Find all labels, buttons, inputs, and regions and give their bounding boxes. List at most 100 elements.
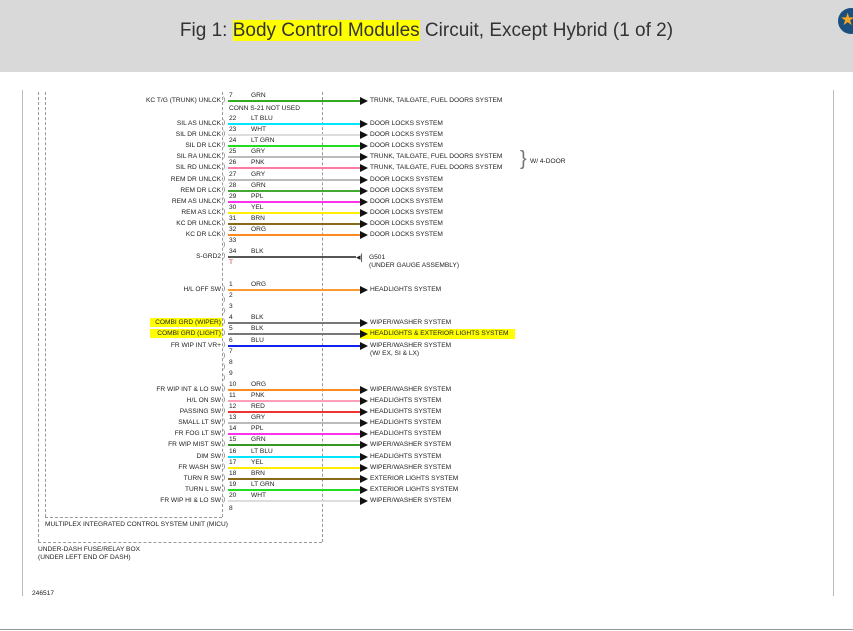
pin-number: 19 <box>229 480 237 488</box>
system-label: HEADLIGHTS SYSTEM <box>370 408 442 416</box>
signal-label: COMBI GRD (LIGHT) <box>157 330 221 338</box>
wire-13 <box>228 422 360 425</box>
connector-bracket: ) <box>223 307 226 315</box>
system-label: HEADLIGHTS SYSTEM <box>370 286 442 293</box>
signal-highlight <box>150 318 222 328</box>
wire-22 <box>228 123 360 125</box>
wire-color-label: LT BLU <box>251 115 273 122</box>
wire-color-label: WHT <box>251 126 267 134</box>
connector-bracket: ) <box>223 196 226 204</box>
pin-number: 9 <box>229 369 233 377</box>
wire-5 <box>228 333 360 336</box>
arrow-icon <box>360 485 368 494</box>
micu-box-bottom <box>45 517 222 518</box>
connector-bracket: ) <box>223 296 226 304</box>
system-label: DOOR LOCKS SYSTEM <box>370 231 443 238</box>
signal-label: FR WIP INT VR+ <box>170 341 221 349</box>
system-label: DOOR LOCKS SYSTEM <box>370 120 443 127</box>
connector-bracket: ) <box>223 285 226 292</box>
signal-label: FR WIP HI & LO SW <box>160 496 221 504</box>
wire-color-label: GRN <box>251 436 266 444</box>
wire-16 <box>228 455 360 458</box>
signal-label: FR WIP INT & LO SW <box>156 385 221 393</box>
wire-26 <box>228 167 360 170</box>
connector-bracket: ) <box>223 373 226 381</box>
wire-color-label: GRY <box>251 148 266 156</box>
connector-bracket: ) <box>223 96 226 103</box>
pin-number: 2 <box>229 292 233 300</box>
wire-24 <box>228 145 360 148</box>
pin-number: 13 <box>229 414 237 422</box>
system-label: EXTERIOR LIGHTS SYSTEM <box>370 474 459 482</box>
favorite-badge[interactable]: ★ <box>838 8 853 34</box>
pin-number: 18 <box>229 469 237 477</box>
wire-color-label: PPL <box>251 192 264 200</box>
connector-bracket: ) <box>223 495 226 503</box>
arrow-icon <box>360 131 368 140</box>
connector-bracket: ) <box>223 130 226 138</box>
system-label: DOOR LOCKS SYSTEM <box>370 175 443 183</box>
wire-color-label: ORG <box>251 380 267 388</box>
connector-bracket: ) <box>223 429 226 437</box>
signal-label: PASSING SW <box>179 408 221 416</box>
connector-bracket: ) <box>223 396 226 403</box>
wire-23 <box>228 134 360 137</box>
arrow-icon <box>360 120 368 128</box>
signal-label: SIL DR UNLCK <box>175 131 221 139</box>
signal-label: FR WIP MIST SW <box>168 441 221 449</box>
arrow-icon <box>360 341 368 350</box>
signal-label: KC DR UNLCK <box>176 219 221 227</box>
arrow-icon <box>360 219 368 228</box>
connector-end-mark: 8 <box>229 505 233 512</box>
wire-color-label: LT BLU <box>251 447 273 455</box>
signal-label: KC T/G (TRUNK) UNLCK <box>146 97 221 104</box>
arrow-icon <box>360 408 368 417</box>
wire-color-label: RED <box>251 403 265 411</box>
system-label: HEADLIGHTS & EXTERIOR LIGHTS SYSTEM <box>370 330 509 338</box>
arrow-icon <box>360 463 368 472</box>
fusebox-left <box>38 92 39 542</box>
system-label: WIPER/WASHER SYSTEM <box>370 496 452 504</box>
arrow-icon <box>360 330 368 339</box>
system-label: HEADLIGHTS SYSTEM <box>370 452 442 460</box>
wire-10 <box>228 388 360 391</box>
wire-14 <box>228 433 360 436</box>
signal-label: SIL AS UNLCK <box>176 120 221 127</box>
signal-label: FR WASH SW <box>178 463 221 471</box>
arrow-icon <box>360 286 368 294</box>
wire-11 <box>228 400 360 402</box>
signal-label: REM AS UNLCK <box>171 197 221 205</box>
arrow-icon <box>360 208 368 217</box>
wire-color-label: ORG <box>251 226 267 233</box>
wire-31 <box>228 222 360 225</box>
arrow-icon <box>360 153 368 162</box>
system-label: DOOR LOCKS SYSTEM <box>370 186 443 194</box>
pin-number: 23 <box>229 126 237 134</box>
signal-label: KC DR LCK <box>185 231 221 238</box>
signal-label: H/L ON SW <box>186 397 221 404</box>
ground-note: (UNDER GAUGE ASSEMBLY) <box>369 262 460 269</box>
system-note: (W/ EX, SI & LX) <box>370 349 420 357</box>
connector-mark: T <box>229 259 234 266</box>
pin-number: 3 <box>229 303 233 311</box>
arrow-icon <box>360 452 368 461</box>
pin-number: 11 <box>229 392 236 399</box>
wire-color-label: BLK <box>251 314 264 322</box>
connector-bracket: ) <box>223 418 226 426</box>
divider <box>0 629 853 630</box>
signal-label: DIM SW <box>196 452 221 460</box>
arrow-icon <box>360 430 368 439</box>
wire-color-label: BLK <box>251 248 264 256</box>
micu-label: MULTIPLEX INTEGRATED CONTROL SYSTEM UNIT… <box>45 521 228 528</box>
wire-25 <box>228 156 360 159</box>
wire-12 <box>228 411 360 414</box>
arrow-icon <box>360 175 368 184</box>
fusebox-label: UNDER-DASH FUSE/RELAY BOX <box>38 546 140 553</box>
micu-box-right <box>222 92 223 517</box>
wire-1 <box>228 289 360 291</box>
wire-color-label: GRY <box>251 170 266 178</box>
signal-label: SIL DR LCK <box>185 142 221 150</box>
connector-bracket: ) <box>223 141 226 149</box>
wire-color-label: ORG <box>251 281 267 288</box>
wire-15 <box>228 444 360 447</box>
